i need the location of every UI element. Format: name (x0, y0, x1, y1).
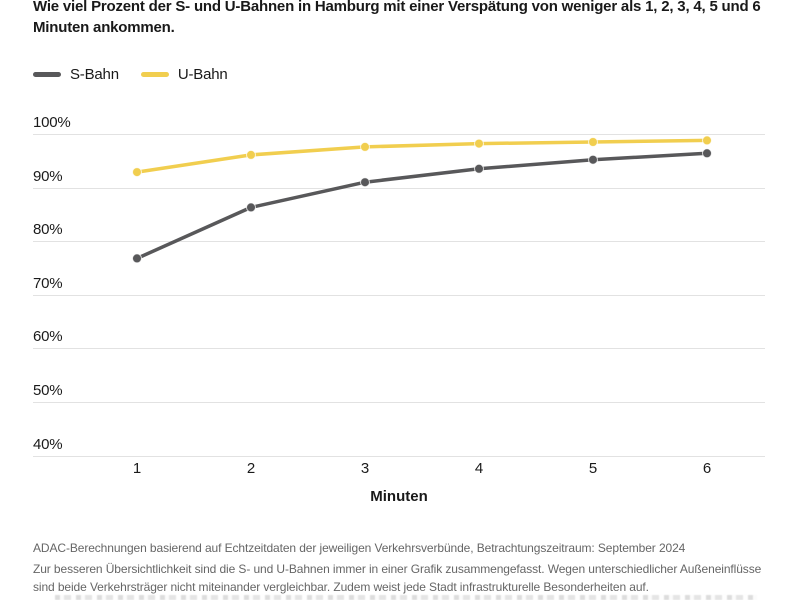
legend-item-s-bahn: S-Bahn (33, 66, 119, 83)
x-axis-title: Minuten (370, 488, 428, 505)
gridline (33, 294, 765, 296)
methodology-note: Zur besseren Übersichtlichkeit sind die … (33, 562, 762, 594)
u-bahn-line (135, 138, 709, 174)
x-tick-label: 2 (246, 460, 256, 477)
y-tick-label: 40% (33, 435, 63, 453)
y-tick-label: 60% (33, 328, 63, 346)
source-note: ADAC-Berechnungen basierend auf Echtzeit… (33, 541, 686, 555)
s-bahn-point (246, 202, 256, 213)
u-bahn-point (702, 135, 712, 146)
s-bahn-line-swatch (33, 72, 61, 77)
gridline (33, 187, 765, 189)
y-tick-label: 90% (33, 167, 63, 185)
s-bahn-point (702, 148, 712, 159)
cut-off-next-text-line (55, 595, 757, 600)
y-tick-label: 80% (33, 221, 63, 239)
x-tick-label: 3 (360, 460, 370, 477)
s-bahn-point (474, 163, 484, 174)
u-bahn-point (360, 141, 370, 152)
u-bahn-point (132, 167, 142, 178)
legend: S-Bahn U-Bahn (33, 66, 228, 83)
line-chart: Minuten 100% 90% 80% 70% 60% 50% 40% 1 2 3 4 5 6 (0, 113, 810, 518)
s-bahn-point (588, 154, 598, 165)
gridline (33, 455, 765, 457)
y-tick-label: 50% (33, 382, 63, 399)
legend-label-u-bahn: U-Bahn (177, 66, 228, 83)
u-bahn-point (246, 149, 256, 160)
x-tick-label: 5 (588, 460, 598, 477)
s-bahn-point (132, 253, 142, 264)
gridline (33, 134, 765, 135)
chart-title: Wie viel Prozent der S- und U-Bahnen in … (33, 0, 761, 36)
u-bahn-point (588, 137, 598, 147)
x-tick-label: 4 (474, 460, 484, 477)
plot-svg (132, 135, 712, 264)
x-tick-label: 6 (702, 460, 712, 477)
gridline (33, 348, 765, 350)
gridline (33, 241, 765, 243)
y-tick-label: 100% (33, 114, 71, 131)
u-bahn-line-swatch (140, 72, 169, 77)
y-tick-label: 70% (33, 274, 63, 292)
u-bahn-point (474, 138, 484, 149)
s-bahn-point (360, 177, 370, 188)
x-tick-label: 1 (132, 460, 142, 477)
gridline (33, 402, 765, 403)
legend-item-u-bahn: U-Bahn (140, 66, 228, 83)
s-bahn-line (135, 151, 709, 261)
legend-label-s-bahn: S-Bahn (70, 66, 119, 83)
